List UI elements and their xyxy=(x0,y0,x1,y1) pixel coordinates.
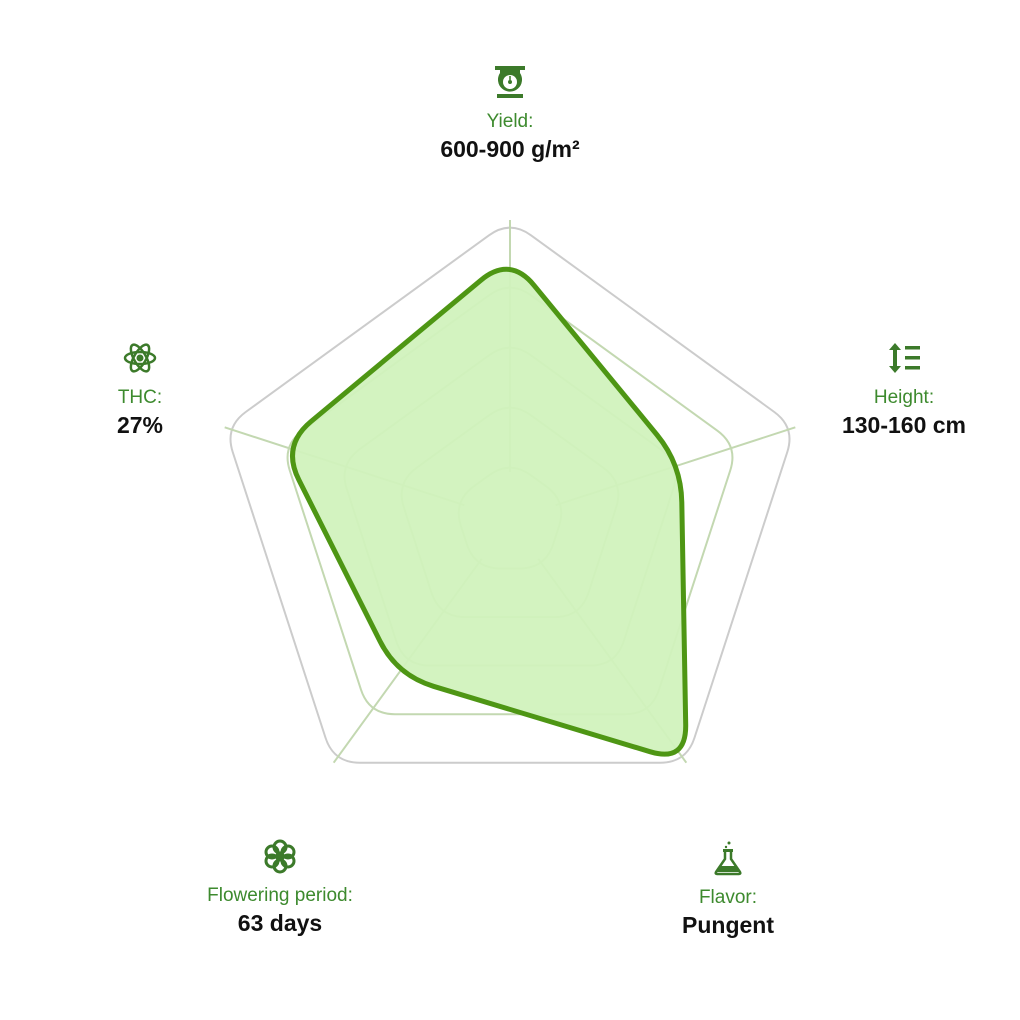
axis-label-flowering: Flowering period: xyxy=(207,885,353,906)
axis-label-yield: Yield: xyxy=(486,111,534,132)
axis-value-yield: 600-900 g/m² xyxy=(440,136,580,162)
axis-flowering: Flowering period: 63 days xyxy=(150,838,410,938)
axis-flavor: Flavor: Pungent xyxy=(598,840,858,940)
radar-series xyxy=(290,266,689,757)
axis-label-flavor: Flavor: xyxy=(698,887,758,908)
axis-value-flowering: 63 days xyxy=(237,910,323,936)
scale-icon xyxy=(495,66,525,98)
axis-label-height: Height: xyxy=(873,387,935,408)
grid-ring-5 xyxy=(229,226,791,764)
axis-value-thc: 27% xyxy=(116,412,164,438)
axis-label-thc: THC: xyxy=(117,387,163,408)
flower-icon xyxy=(264,839,296,874)
height-icon xyxy=(889,343,920,373)
axis-thc: THC: 27% xyxy=(10,340,270,440)
axis-height: Height: 130-160 cm xyxy=(774,340,1020,440)
axis-value-flavor: Pungent xyxy=(682,912,774,938)
axis-yield: Yield: 600-900 g/m² xyxy=(380,64,640,164)
flask-icon xyxy=(714,841,742,876)
series-area-0 xyxy=(290,266,689,757)
axis-value-height: 130-160 cm xyxy=(841,412,967,438)
atom-icon xyxy=(123,343,157,373)
